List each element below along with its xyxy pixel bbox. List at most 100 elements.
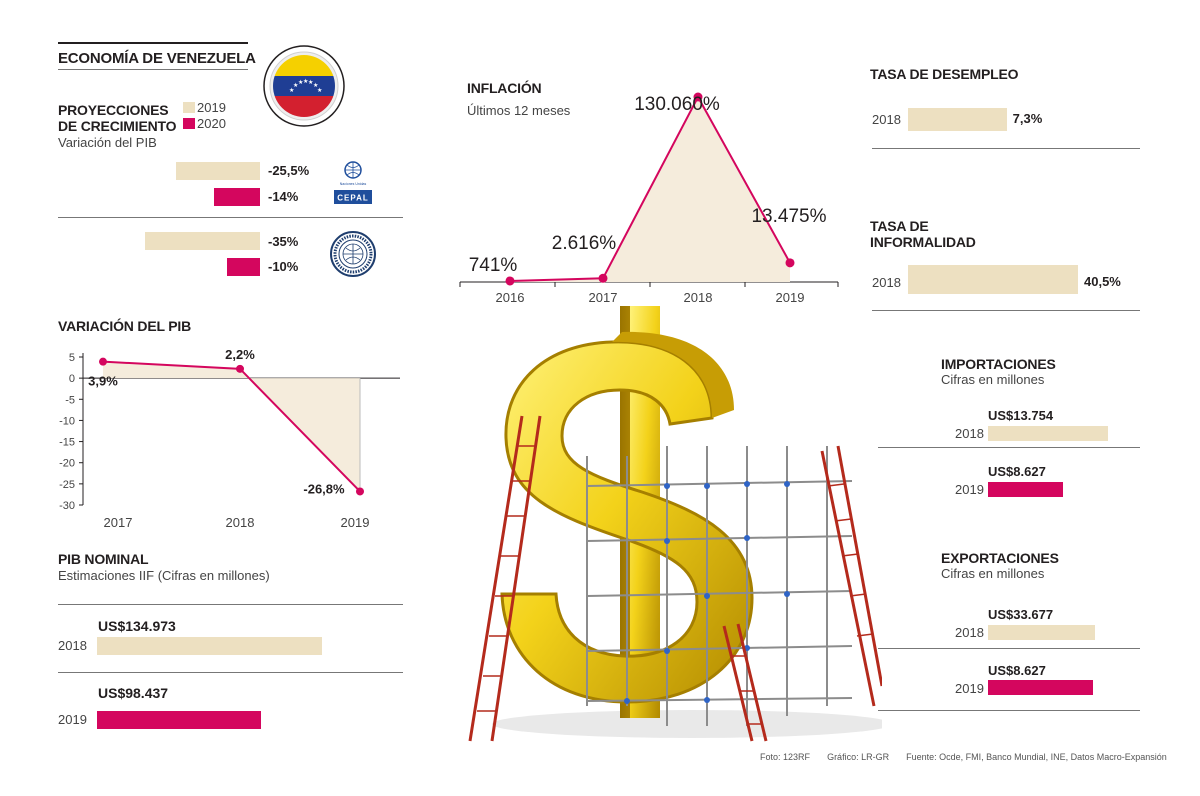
exportaciones-2018-bar bbox=[988, 625, 1095, 640]
pib-nominal-2019-year: 2019 bbox=[58, 712, 87, 727]
desempleo-year: 2018 bbox=[872, 112, 901, 127]
svg-text:★: ★ bbox=[293, 82, 298, 89]
exportaciones-divider bbox=[878, 648, 1140, 649]
svg-text:★: ★ bbox=[308, 79, 313, 86]
pib-nominal-subtitle: Estimaciones IIF (Cifras en millones) bbox=[58, 568, 270, 583]
informalidad-title: TASA DE INFORMALIDAD bbox=[870, 218, 976, 250]
pib-nominal-2019-bar bbox=[97, 711, 262, 729]
title-rule bbox=[58, 42, 248, 44]
desempleo-title: TASA DE DESEMPLEO bbox=[870, 66, 1019, 82]
title-underline bbox=[58, 69, 248, 70]
inflacion-x-label: 2016 bbox=[496, 290, 525, 305]
credit-fuente: Fuente: Ocde, FMI, Banco Mundial, INE, D… bbox=[906, 752, 1167, 762]
pib-point bbox=[236, 364, 244, 373]
fmi-seal-icon bbox=[329, 230, 377, 278]
inflacion-point bbox=[785, 258, 795, 268]
pib-nominal-title: PIB NOMINAL bbox=[58, 551, 149, 567]
pib-y-tick-label: 0 bbox=[69, 373, 75, 385]
inflacion-point bbox=[505, 276, 515, 286]
pib-nominal-2018-bar bbox=[97, 637, 322, 655]
svg-text:★: ★ bbox=[317, 87, 322, 94]
inflacion-data-label: 741% bbox=[469, 255, 518, 276]
inflacion-subtitle: Últimos 12 meses bbox=[467, 103, 571, 118]
fmi-2019-value: -35% bbox=[268, 234, 299, 249]
informalidad-divider bbox=[872, 310, 1140, 311]
importaciones-2018-bar bbox=[988, 426, 1108, 441]
inflacion-area-chart: 2016 2017 2018 2019 741% 2.616% 130.060% 13.475… bbox=[459, 92, 839, 305]
importaciones-2019-year: 2019 bbox=[955, 482, 984, 497]
pib-y-tick-label: -20 bbox=[59, 458, 75, 470]
pib-data-label: -26,8% bbox=[303, 481, 345, 496]
legend-2019-label: 2019 bbox=[197, 100, 226, 115]
informalidad-bar bbox=[908, 265, 1078, 294]
svg-text:★: ★ bbox=[298, 79, 303, 86]
pib-y-tick-label: 5 bbox=[69, 352, 75, 364]
informalidad-title-line2: INFORMALIDAD bbox=[870, 234, 976, 250]
pib-point bbox=[99, 357, 107, 366]
proyecciones-divider bbox=[58, 217, 403, 218]
fmi-2019-bar bbox=[145, 232, 260, 250]
inflacion-point bbox=[693, 92, 703, 102]
desempleo-divider bbox=[872, 148, 1140, 149]
cepal-2020-bar bbox=[214, 188, 260, 206]
proyecciones-title-line1: PROYECCIONES bbox=[58, 102, 169, 118]
exportaciones-2018-value: US$33.677 bbox=[988, 607, 1054, 622]
importaciones-subtitle: Cifras en millones bbox=[941, 372, 1045, 387]
desempleo-bar bbox=[908, 108, 1007, 131]
pib-nominal-2018-value: US$134.973 bbox=[98, 618, 176, 634]
pib-nominal-top-rule bbox=[58, 604, 403, 605]
credit-grafico: Gráfico: LR-GR bbox=[827, 752, 890, 762]
proyecciones-title-line2: DE CRECIMIENTO bbox=[58, 118, 177, 134]
importaciones-2018-value: US$13.754 bbox=[988, 408, 1054, 423]
proyecciones-subtitle: Variación del PIB bbox=[58, 135, 157, 150]
pib-nominal-mid-rule bbox=[58, 672, 403, 673]
pib-y-tick-label: -10 bbox=[59, 415, 75, 427]
legend-2020-swatch bbox=[183, 118, 195, 129]
pib-x-label: 2017 bbox=[104, 515, 133, 530]
pib-nominal-2018-year: 2018 bbox=[58, 638, 87, 653]
importaciones-2018-year: 2018 bbox=[955, 426, 984, 441]
inflacion-x-label: 2019 bbox=[776, 290, 805, 305]
pib-y-tick-label: -5 bbox=[65, 394, 75, 406]
pib-area bbox=[103, 361, 360, 492]
importaciones-2019-value: US$8.627 bbox=[988, 464, 1046, 479]
page-title: ECONOMÍA DE VENEZUELA bbox=[58, 50, 256, 67]
inflacion-title: INFLACIÓN bbox=[467, 80, 542, 96]
importaciones-2019-bar bbox=[988, 482, 1064, 497]
un-label: Naciones Unidas bbox=[340, 182, 367, 186]
pib-data-label: 2,2% bbox=[225, 347, 255, 362]
desempleo-value: 7,3% bbox=[1012, 111, 1043, 126]
inflacion-data-label: 13.475% bbox=[751, 206, 826, 227]
legend-2020-label: 2020 bbox=[197, 116, 226, 131]
pib-point bbox=[356, 487, 364, 496]
informalidad-year: 2018 bbox=[872, 275, 901, 290]
exportaciones-title: EXPORTACIONES bbox=[941, 550, 1059, 566]
exportaciones-subtitle: Cifras en millones bbox=[941, 566, 1045, 581]
exportaciones-2018-year: 2018 bbox=[955, 625, 984, 640]
inflacion-line bbox=[509, 94, 791, 282]
inflacion-x-label: 2017 bbox=[589, 290, 618, 305]
informalidad-value: 40,5% bbox=[1084, 274, 1121, 289]
inflacion-point bbox=[598, 273, 608, 283]
pib-data-label: 3,9% bbox=[88, 374, 118, 389]
exportaciones-2019-bar bbox=[988, 680, 1093, 695]
inflacion-data-label: 130.060% bbox=[634, 94, 720, 115]
importaciones-divider bbox=[878, 447, 1140, 448]
pib-line-chart: 5 0 -5 -10 -15 -20 -25 -30 3,9% 2017 2,2% 2018 -26,8… bbox=[59, 347, 400, 530]
svg-text:★: ★ bbox=[303, 78, 308, 85]
legend-2019-swatch bbox=[183, 102, 195, 113]
inflacion-x-label: 2018 bbox=[684, 290, 713, 305]
svg-text:★: ★ bbox=[289, 87, 294, 94]
exportaciones-bottom-rule bbox=[878, 710, 1140, 711]
cepal-2019-value: -25,5% bbox=[268, 163, 310, 178]
inflacion-data-label: 2.616% bbox=[552, 233, 617, 254]
pib-y-tick-label: -25 bbox=[59, 479, 75, 491]
pib-nominal-2019-value: US$98.437 bbox=[98, 685, 169, 701]
pib-y-tick-label: -15 bbox=[59, 437, 75, 449]
exportaciones-2019-value: US$8.627 bbox=[988, 663, 1046, 678]
pib-x-label: 2019 bbox=[341, 515, 370, 530]
importaciones-title: IMPORTACIONES bbox=[941, 356, 1056, 372]
informalidad-title-line1: TASA DE bbox=[870, 218, 929, 234]
credits: Foto: 123RF Gráfico: LR-GR Fuente: Ocde,… bbox=[760, 752, 1167, 762]
pib-title: VARIACIÓN DEL PIB bbox=[58, 318, 191, 334]
